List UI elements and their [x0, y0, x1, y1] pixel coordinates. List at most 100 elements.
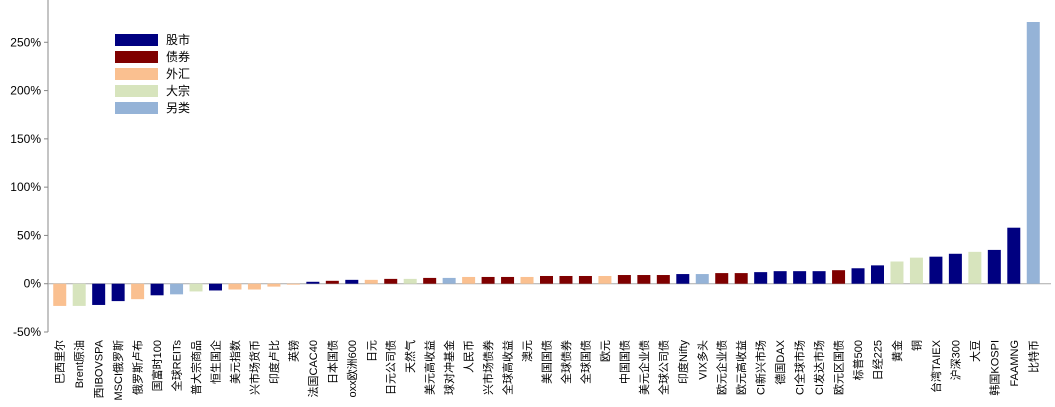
- y-tick-label: 50%: [17, 228, 41, 242]
- x-tick-label: 全球高收益: [501, 340, 515, 395]
- bar: [170, 283, 184, 295]
- x-tick-label: 澳元: [521, 340, 534, 362]
- bar: [540, 275, 553, 284]
- x-tick-label: 印度卢比: [267, 340, 281, 384]
- bar: [617, 275, 631, 284]
- x-tick-label: MSCI俄罗斯: [112, 340, 125, 401]
- bar: [267, 283, 281, 287]
- x-tick-label: 巴西里尔: [54, 340, 67, 384]
- bar: [462, 276, 476, 284]
- bar: [1026, 22, 1040, 284]
- legend-swatch: [115, 34, 158, 46]
- legend-swatch: [115, 102, 158, 114]
- x-tick-label: Brent原油: [72, 340, 86, 388]
- bar: [559, 275, 573, 284]
- bar: [832, 270, 846, 284]
- x-tick-label: 美国国债: [540, 340, 554, 384]
- x-tick-label: 美元企业债: [637, 340, 651, 395]
- x-tick-label: oxx欧洲600: [346, 340, 359, 397]
- bar: [948, 253, 962, 284]
- y-tick-label: 250%: [10, 35, 41, 49]
- x-tick-label: 美元高收益: [423, 340, 437, 395]
- bar: [53, 283, 67, 306]
- x-tick-label: 兴市场货币: [247, 340, 261, 395]
- bar: [793, 271, 807, 284]
- y-tick-label: 100%: [10, 180, 41, 194]
- x-tick-label: 德国DAX: [773, 339, 787, 384]
- x-tick-label: CI发达市场: [812, 340, 826, 395]
- legend-swatch: [115, 68, 158, 80]
- bar: [189, 283, 203, 292]
- x-tick-label: 欧元高收益: [734, 340, 748, 395]
- bar: [695, 274, 709, 284]
- bar: [812, 271, 826, 284]
- bar: [520, 276, 534, 284]
- x-tick-label: 俄罗斯卢布: [132, 340, 145, 395]
- bar: [325, 280, 339, 284]
- x-tick-label: 法国CAC40: [306, 340, 320, 397]
- x-tick-label: 标普500: [851, 340, 865, 380]
- x-tick-label: 沪深300: [948, 340, 962, 380]
- legend-swatch: [115, 51, 158, 63]
- bar: [656, 275, 670, 284]
- x-tick-label: 日本国债: [325, 340, 339, 384]
- x-tick-label: 台湾TAIEX: [929, 339, 943, 393]
- bar: [715, 273, 729, 284]
- bar: [247, 283, 261, 290]
- bar: [890, 261, 904, 284]
- bar: [871, 265, 884, 284]
- x-tick-label: 美元指数: [228, 340, 242, 384]
- bar: [1007, 227, 1021, 284]
- x-tick-label: CI全球市场: [793, 340, 807, 395]
- bar: [501, 276, 515, 284]
- bar: [364, 279, 378, 284]
- legend-label: 股市: [166, 32, 190, 47]
- x-tick-label: 人民币: [463, 340, 476, 373]
- legend-label: 大宗: [166, 83, 190, 98]
- x-tick-label: 全球国债: [578, 340, 592, 384]
- bar: [968, 251, 982, 284]
- x-tick-label: 国富时100: [150, 340, 164, 391]
- legend-label: 另类: [166, 101, 190, 115]
- x-tick-label: 全球REITs: [170, 340, 184, 392]
- x-tick-label: FAAMNG: [1009, 340, 1021, 386]
- x-tick-label: 日元: [366, 340, 378, 362]
- y-tick-label: 150%: [10, 132, 41, 146]
- x-tick-label: 日元公司债: [384, 340, 398, 395]
- bar: [72, 283, 86, 306]
- bar: [578, 275, 592, 284]
- x-tick-label: 比特币: [1026, 340, 1040, 373]
- y-tick-label: 0%: [24, 277, 42, 291]
- x-tick-label: 兴市场债券: [481, 340, 495, 395]
- bar: [442, 277, 456, 284]
- bar: [754, 272, 768, 284]
- bar: [228, 283, 242, 290]
- bar: [637, 275, 651, 284]
- y-tick-label: -50%: [13, 325, 41, 339]
- bar: [131, 283, 145, 300]
- bar: [92, 283, 106, 305]
- bar: [286, 283, 300, 285]
- bar: [345, 279, 359, 284]
- x-tick-label: 印度Nifty: [676, 340, 690, 384]
- bar: [403, 278, 417, 284]
- legend-swatch: [115, 85, 158, 97]
- x-tick-label: 大豆: [968, 340, 982, 362]
- legend-label: 外汇: [166, 67, 190, 81]
- bar: [111, 283, 125, 302]
- x-tick-label: 日经225: [872, 340, 885, 380]
- bar: [676, 274, 690, 284]
- bar: [929, 256, 943, 284]
- bar: [851, 268, 865, 284]
- bar: [734, 273, 748, 284]
- legend-label: 债券: [166, 49, 190, 64]
- x-tick-label: 铜: [909, 340, 923, 351]
- x-tick-label: 欧元区国债: [832, 340, 846, 395]
- x-tick-label: VIX多头: [695, 340, 709, 380]
- bar: [481, 276, 495, 284]
- bar: [987, 249, 1001, 284]
- bar: [209, 283, 222, 291]
- x-tick-label: 欧元企业债: [715, 340, 729, 395]
- bar: [423, 277, 437, 284]
